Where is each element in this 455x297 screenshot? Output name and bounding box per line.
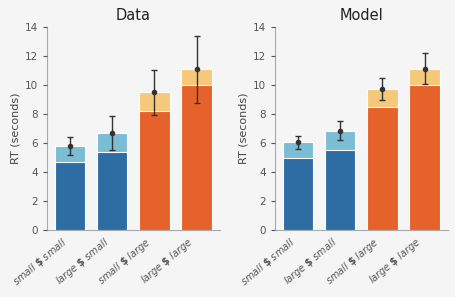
Y-axis label: RT (seconds): RT (seconds)	[10, 93, 20, 165]
Y-axis label: RT (seconds): RT (seconds)	[238, 93, 248, 165]
Bar	[283, 143, 313, 230]
Bar	[324, 150, 354, 230]
Bar	[283, 158, 313, 230]
Bar	[409, 85, 439, 230]
Bar	[139, 92, 169, 230]
Bar	[181, 85, 211, 230]
Bar	[324, 131, 354, 230]
Title: Model: Model	[339, 8, 382, 23]
Bar	[139, 110, 169, 230]
Bar	[181, 69, 211, 230]
Title: Data: Data	[116, 8, 151, 23]
Bar	[55, 162, 85, 230]
Bar	[55, 146, 85, 230]
Bar	[97, 152, 127, 230]
Bar	[366, 107, 397, 230]
Bar	[409, 69, 439, 230]
Bar	[97, 133, 127, 230]
Bar	[366, 89, 397, 230]
